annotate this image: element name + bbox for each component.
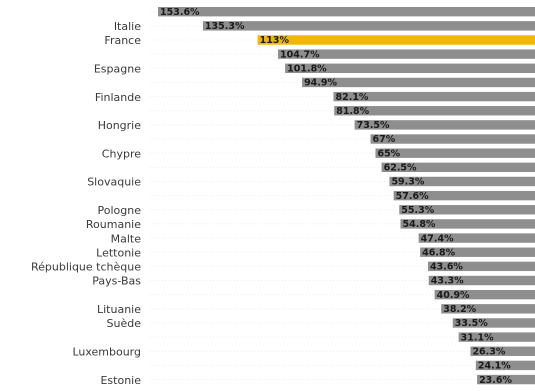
value-label: 43.3% (431, 276, 464, 287)
value-label: 24.1% (478, 361, 511, 372)
category-label: Espagne (94, 62, 141, 75)
value-label: 23.6% (479, 375, 512, 386)
bar (418, 233, 535, 243)
value-labels-group: 153.6% 135.3% 113% 104.7% 101.8% 94.9% 82.1% 81… (160, 7, 513, 386)
value-label: 55.3% (401, 205, 434, 216)
bar (381, 162, 535, 173)
value-label: 33.5% (455, 318, 488, 329)
bar (158, 7, 535, 17)
value-label: 113% (260, 35, 290, 46)
bar (470, 346, 535, 356)
category-label: Lettonie (96, 246, 141, 259)
value-label: 26.3% (472, 346, 505, 357)
value-label: 31.1% (461, 332, 494, 343)
category-label: Chypre (102, 147, 141, 160)
category-label: Hongrie (98, 119, 142, 132)
bar (393, 190, 535, 201)
bar (477, 374, 535, 385)
bar (452, 318, 535, 328)
bar (202, 21, 535, 31)
bar (302, 77, 535, 88)
value-label: 47.4% (421, 233, 454, 244)
value-label: 81.8% (336, 106, 369, 117)
bar (400, 219, 535, 229)
category-label: Estonie (100, 374, 141, 387)
bars-group (158, 7, 535, 385)
value-label: 67% (373, 134, 396, 145)
category-label: Malte (111, 232, 142, 245)
value-label: 153.6% (160, 7, 200, 18)
bar (427, 261, 535, 272)
bar (475, 360, 535, 371)
value-label: 73.5% (357, 120, 390, 131)
value-label: 59.3% (391, 177, 424, 188)
value-label: 101.8% (287, 63, 327, 74)
value-label: 57.6% (396, 191, 429, 202)
bar (375, 148, 535, 158)
bar (389, 176, 535, 187)
category-label: Finlande (95, 91, 141, 104)
category-label: Lituanie (97, 303, 141, 316)
bar (354, 120, 535, 130)
value-label: 62.5% (384, 163, 417, 174)
category-label: Italie (114, 20, 141, 33)
category-label: République tchèque (31, 261, 141, 274)
bar (333, 91, 535, 102)
bar (458, 332, 535, 342)
bar (370, 134, 535, 144)
category-label: Pologne (98, 204, 142, 217)
bar (399, 205, 535, 215)
bar-highlighted (257, 35, 535, 45)
category-label: Luxembourg (72, 345, 141, 358)
category-label: Slovaquie (87, 176, 141, 189)
value-label: 46.8% (422, 247, 455, 258)
bar (285, 63, 535, 73)
bar (434, 289, 535, 300)
value-label: 40.9% (437, 290, 470, 301)
category-label: France (104, 34, 141, 47)
value-label: 38.2% (443, 304, 476, 315)
bar (334, 106, 535, 116)
bar (441, 304, 535, 314)
value-label: 54.8% (402, 219, 435, 230)
value-label: 135.3% (205, 21, 245, 32)
bar (428, 275, 535, 286)
value-label: 65% (377, 148, 400, 159)
category-label: Pays-Bas (92, 275, 141, 288)
value-label: 43.6% (430, 262, 463, 273)
value-label: 104.7% (280, 49, 320, 60)
bar (420, 247, 535, 257)
value-label: 82.1% (335, 92, 368, 103)
value-label: 94.9% (304, 78, 337, 89)
bar (278, 49, 535, 59)
category-label: Roumanie (86, 218, 141, 231)
category-label: Suède (107, 317, 142, 330)
